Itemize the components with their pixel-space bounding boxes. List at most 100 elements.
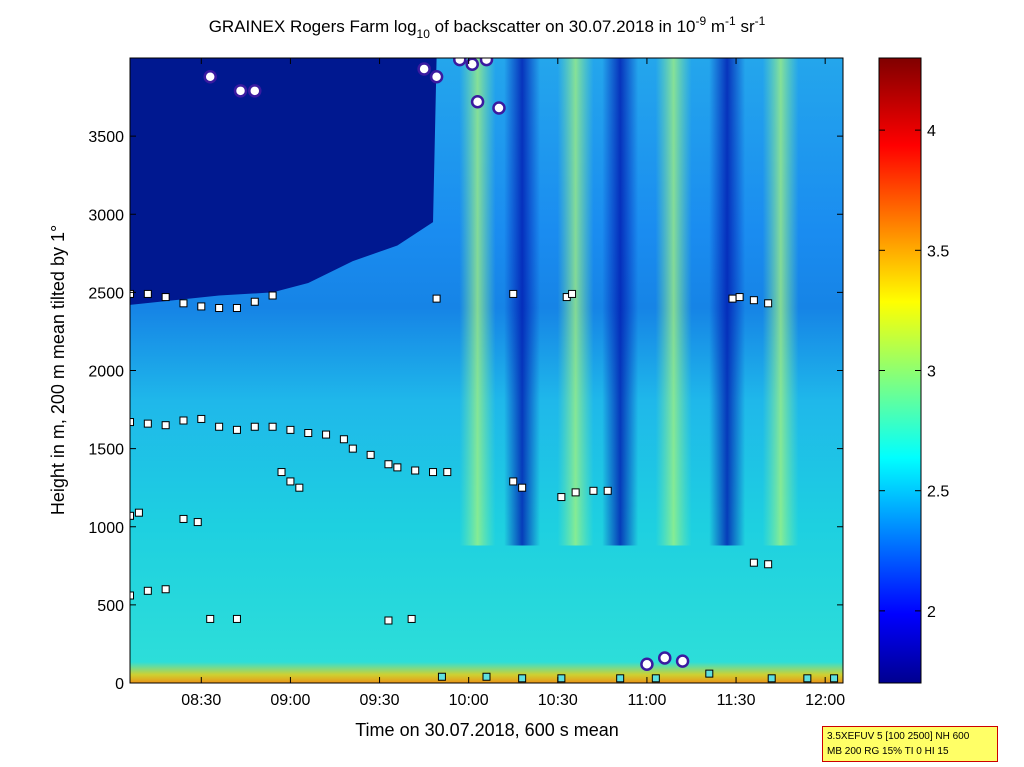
info-line-1: 3.5XEFUV 5 [100 2500] NH 600 [827, 731, 970, 742]
layer-marker [728, 294, 737, 303]
layer-marker [215, 422, 224, 431]
colorbar-tick-label: 2 [927, 604, 936, 621]
layer-marker [407, 614, 416, 623]
colorbar-tick-label: 4 [927, 123, 936, 140]
layer-marker [143, 289, 152, 298]
layer-marker [348, 444, 357, 453]
layer-marker [161, 585, 170, 594]
strong-echo-marker [658, 651, 672, 665]
ground-marker [651, 674, 660, 683]
dark-column [504, 58, 541, 546]
layer-marker [568, 289, 577, 298]
x-tick-label: 10:00 [449, 692, 489, 709]
layer-marker [250, 422, 259, 431]
layer-marker [749, 296, 758, 305]
layer-marker [339, 435, 348, 444]
layer-marker [295, 483, 304, 492]
colorbar-tick-label: 3.5 [927, 243, 949, 260]
heatmap-plot-area [130, 58, 843, 683]
strong-echo-marker [465, 58, 479, 71]
ground-marker [705, 669, 714, 678]
layer-marker [443, 468, 452, 477]
strong-echo-marker [233, 84, 248, 98]
layer-marker [518, 483, 527, 492]
layer-marker [232, 425, 241, 434]
bright-column [655, 58, 692, 546]
x-tick-label: 11:30 [717, 692, 756, 709]
layer-marker [384, 460, 393, 469]
layer-marker [130, 418, 134, 427]
layer-marker [134, 508, 143, 517]
x-tick-label: 10:30 [538, 692, 578, 709]
x-axis-label: Time on 30.07.2018, 600 s mean [355, 720, 619, 740]
layer-marker [286, 425, 295, 434]
x-tick-label: 08:30 [181, 692, 221, 709]
layer-marker [764, 560, 773, 569]
bright-column [459, 58, 496, 546]
layer-marker [509, 477, 518, 486]
layer-marker [384, 616, 393, 625]
layer-marker [411, 466, 420, 475]
y-tick-label: 1000 [88, 520, 124, 537]
layer-marker [366, 450, 375, 459]
layer-marker [603, 486, 612, 495]
layer-marker [197, 414, 206, 423]
x-tick-label: 11:00 [627, 692, 666, 709]
dark-column [709, 58, 746, 546]
strong-echo-marker [470, 95, 485, 109]
layer-marker [197, 302, 206, 311]
colorbar-tick-label: 2.5 [927, 484, 949, 501]
ground-marker [803, 674, 812, 683]
y-tick-label: 0 [115, 676, 124, 693]
layer-marker [509, 289, 518, 298]
y-tick-label: 3000 [88, 207, 124, 224]
processing-info-box: 3.5XEFUV 5 [100 2500] NH 600 MB 200 RG 1… [822, 726, 998, 762]
bright-column [557, 58, 594, 546]
layer-marker [232, 304, 241, 312]
strong-echo-marker [417, 62, 431, 76]
y-tick-label: 2000 [88, 364, 124, 381]
strong-echo-marker [453, 58, 467, 67]
layer-marker [161, 421, 170, 430]
x-tick-label: 12:00 [805, 692, 845, 709]
layer-marker [161, 293, 170, 302]
layer-marker [429, 468, 438, 477]
y-tick-label: 2500 [88, 285, 124, 302]
dark-column [602, 58, 639, 546]
strong-echo-marker [479, 58, 494, 67]
ground-marker [557, 674, 566, 683]
layer-marker [571, 488, 580, 497]
layer-marker [130, 591, 134, 600]
layer-marker [206, 614, 215, 623]
layer-marker [130, 289, 134, 298]
info-line-2: MB 200 RG 15% TI 0 HI 15 [827, 746, 949, 757]
layer-marker [322, 430, 331, 439]
layer-marker [749, 558, 758, 567]
strong-echo-marker [675, 654, 690, 668]
layer-marker [250, 297, 259, 306]
layer-marker [130, 511, 134, 520]
strong-echo-marker [492, 101, 506, 115]
layer-marker [143, 419, 152, 428]
y-tick-label: 3500 [88, 129, 124, 146]
strong-echo-marker [640, 657, 654, 671]
layer-marker [277, 468, 286, 477]
layer-marker [215, 304, 224, 312]
x-tick-label: 09:00 [270, 692, 310, 709]
layer-marker [764, 299, 773, 308]
layer-marker [179, 514, 188, 523]
layer-marker [179, 299, 188, 308]
ground-marker [518, 674, 527, 683]
layer-marker [193, 518, 202, 527]
y-axis-label: Height in m, 200 m mean tilted by 1° [48, 225, 68, 515]
layer-marker [393, 463, 402, 472]
layer-marker [268, 291, 277, 300]
strong-echo-marker [429, 70, 444, 84]
ground-marker [767, 674, 776, 683]
ground-marker [437, 672, 446, 681]
strong-echo-marker [248, 84, 262, 98]
colorbar [878, 57, 922, 684]
layer-marker [304, 429, 313, 437]
dark-upper-region [130, 58, 437, 305]
